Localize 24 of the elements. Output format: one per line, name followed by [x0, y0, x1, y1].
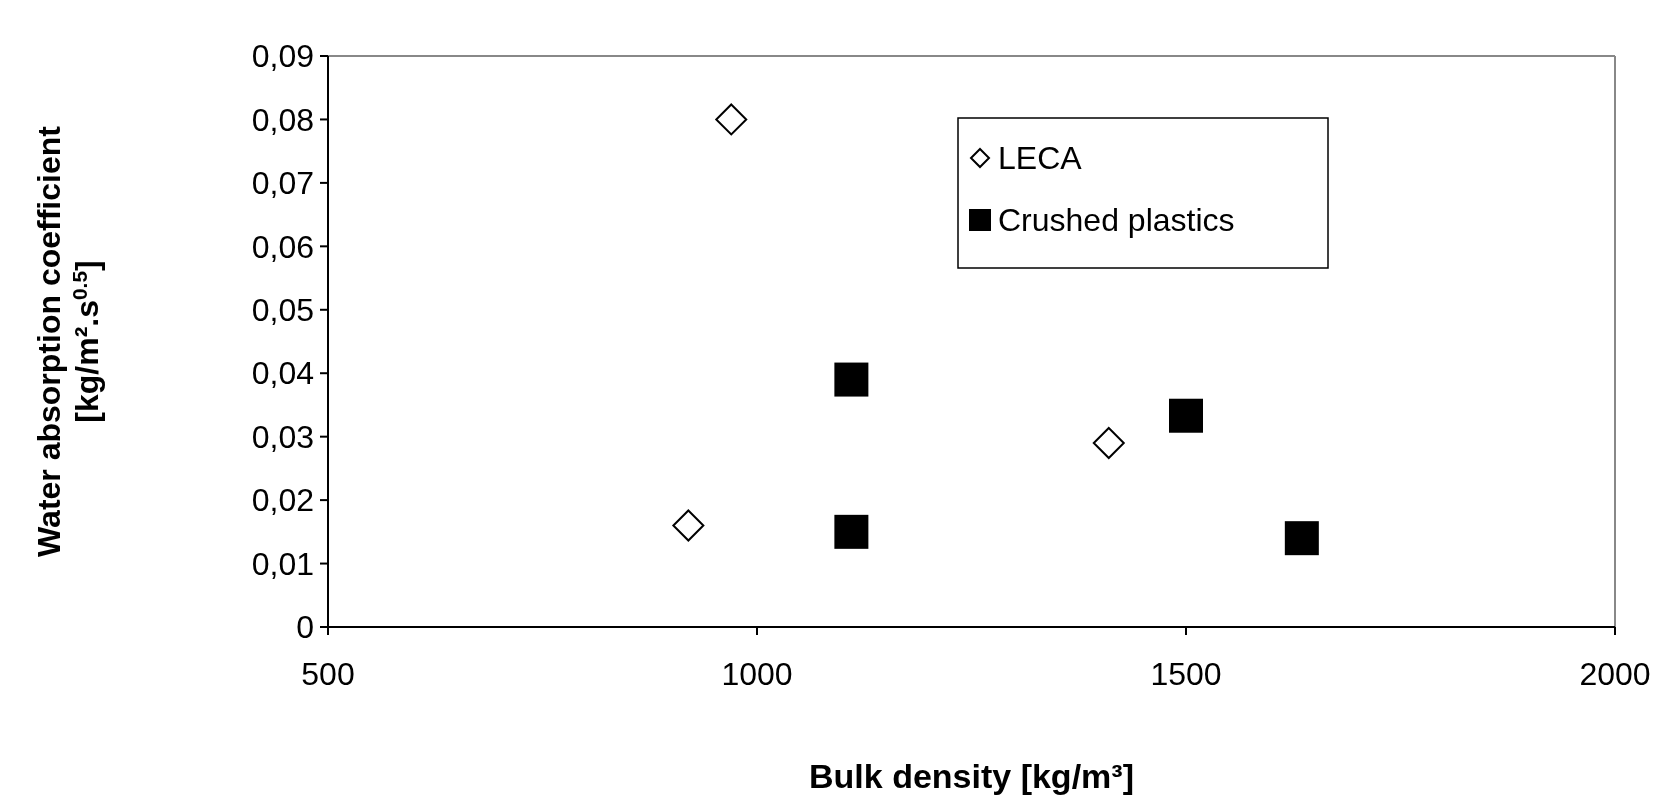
point — [1092, 427, 1125, 460]
point — [672, 509, 705, 542]
y-tick-label: 0,05 — [251, 291, 314, 328]
x-tick-label: 2000 — [1579, 656, 1651, 692]
y-tick-label: 0,08 — [251, 101, 314, 138]
point — [1169, 398, 1203, 433]
y-tick-label: 0,09 — [251, 38, 314, 75]
legend-label: Crushed plastics — [998, 202, 1235, 239]
x-tick-label: 1500 — [1150, 656, 1222, 692]
y-tick-label: 0,06 — [251, 228, 314, 265]
point — [715, 103, 748, 136]
y-tick-label: 0,07 — [251, 165, 314, 202]
y-tick-label: 0,04 — [251, 355, 314, 392]
y-tick-label: 0 — [296, 609, 314, 646]
y-tick-label: 0,02 — [251, 482, 314, 519]
y-tick-label: 0,03 — [251, 418, 314, 455]
legend-label: LECA — [998, 140, 1083, 177]
x-tick-label: 500 — [301, 656, 355, 692]
x-axis-title: Bulk density [kg/m³] — [809, 757, 1134, 795]
x-tick-label: 1000 — [721, 656, 793, 692]
point — [834, 514, 869, 549]
point — [1284, 521, 1319, 556]
point — [834, 362, 869, 397]
y-tick-label: 0,01 — [251, 545, 314, 582]
